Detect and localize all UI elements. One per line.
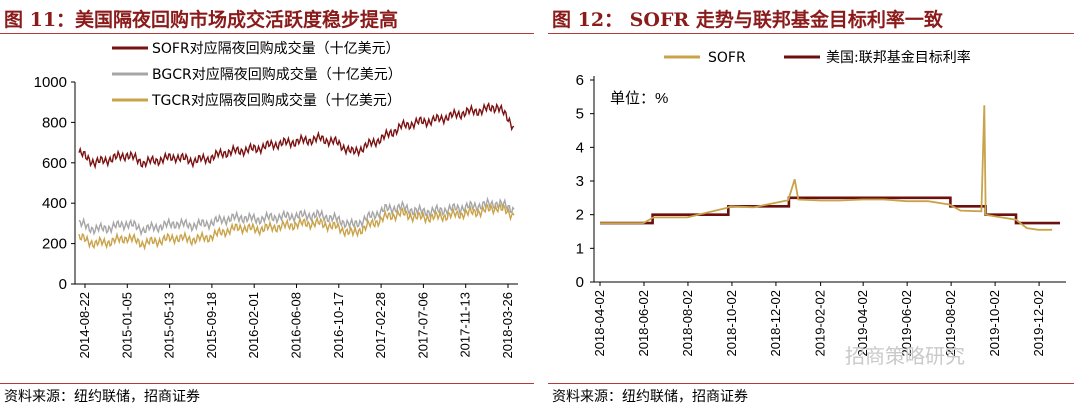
chart-panel-11: 图 11：美国隔夜回购市场成交活跃度稳步提高 0 200 400 600 800 1000… — [0, 9, 534, 405]
y-tick-label: 6 — [576, 72, 584, 89]
chart-axes: 0 200 400 600 800 1000 2014-08-22 2015-01-05 201… — [34, 74, 518, 359]
y-tick-label: 4 — [576, 139, 584, 156]
x-tick-label: 2019-04-02 — [855, 290, 870, 357]
x-tick-label: 2016-02-01 — [246, 292, 261, 359]
x-tick-label: 2017-11-13 — [458, 292, 473, 358]
title-divider — [0, 33, 534, 34]
title-divider — [548, 33, 1074, 34]
legend-label-bgcr: BGCR对应隔夜回购成交量（十亿美元） — [152, 66, 402, 83]
x-tick-label: 2018-03-26 — [500, 292, 515, 359]
y-tick-label: 600 — [42, 155, 67, 172]
series-line-tgcr — [78, 203, 515, 251]
x-tick-label: 2018-04-02 — [592, 290, 607, 357]
chart-axes: 0 1 2 3 4 5 6 2018-04-02 2018-06-02 2018-08-02 201… — [576, 72, 1066, 357]
sofr-vs-fed-chart: 0 1 2 3 4 5 6 2018-04-02 2018-06-02 2018-08-02 201… — [576, 49, 1066, 357]
series-line-sofr — [78, 101, 515, 170]
source-note: 资料来源：纽约联储，招商证券 — [4, 389, 200, 405]
x-tick-label: 2019-10-02 — [987, 290, 1002, 357]
y-tick-label: 800 — [42, 114, 67, 131]
series-line-sofr — [600, 105, 1053, 231]
x-tick-label: 2017-02-28 — [373, 292, 388, 359]
x-tick-label: 2016-10-17 — [331, 292, 346, 359]
chart-title: 图 11：美国隔夜回购市场成交活跃度稳步提高 — [4, 9, 399, 31]
x-tick-label: 2018-08-02 — [680, 290, 695, 357]
legend-label-fed: 美国:联邦基金目标利率 — [826, 49, 971, 66]
x-tick-label: 2019-06-02 — [899, 290, 914, 357]
chart-title: 图 12： SOFR 走势与联邦基金目标利率一致 — [552, 9, 943, 31]
chart-series — [78, 101, 515, 251]
x-tick-label: 2018-10-02 — [724, 290, 739, 357]
chart-series — [600, 105, 1060, 231]
x-tick-label: 2019-08-02 — [943, 290, 958, 357]
series-line-bgcr — [78, 196, 515, 237]
x-tick-label: 2016-06-08 — [289, 292, 304, 359]
y-tick-label: 0 — [576, 274, 584, 291]
source-divider — [0, 383, 534, 384]
x-tick-label: 2019-02-02 — [813, 290, 828, 357]
repo-volume-chart: 0 200 400 600 800 1000 2014-08-22 2015-01-05 201… — [34, 40, 518, 359]
y-tick-label: 0 — [59, 276, 67, 293]
x-tick-label: 2015-09-18 — [204, 292, 219, 359]
series-line-fed-target — [600, 196, 1060, 225]
legend-label-tgcr: TGCR对应隔夜回购成交量（十亿美元） — [151, 92, 401, 109]
source-divider — [548, 383, 1074, 384]
chart-legend: SOFR对应隔夜回购成交量（十亿美元） BGCR对应隔夜回购成交量（十亿美元） … — [112, 40, 402, 109]
watermark-text: 招商策略研究 — [845, 344, 965, 368]
legend-label-sofr: SOFR — [708, 50, 746, 66]
source-note: 资料来源：纽约联储，招商证券 — [552, 389, 748, 405]
x-tick-label: 2018-06-02 — [636, 290, 651, 357]
y-tick-label: 1000 — [34, 74, 67, 91]
x-tick-label: 2014-08-22 — [77, 292, 92, 359]
y-tick-label: 1 — [576, 240, 584, 257]
y-tick-label: 200 — [42, 236, 67, 253]
chart-panel-12: 图 12： SOFR 走势与联邦基金目标利率一致 0 1 2 3 4 5 6 2018-04-… — [548, 0, 1080, 409]
x-tick-label: 2015-05-13 — [162, 292, 177, 359]
legend-label-sofr: SOFR对应隔夜回购成交量（十亿美元） — [152, 40, 400, 57]
y-tick-label: 2 — [576, 207, 584, 224]
x-tick-label: 2019-12-02 — [1031, 290, 1046, 357]
x-tick-label: 2015-01-05 — [119, 292, 134, 359]
x-tick-label: 2018-12-02 — [768, 290, 783, 357]
y-tick-label: 5 — [576, 106, 584, 123]
y-tick-label: 400 — [42, 195, 67, 212]
y-tick-label: 3 — [576, 173, 584, 190]
chart-legend: SOFR 美国:联邦基金目标利率 — [664, 49, 971, 66]
unit-annotation: 单位：% — [610, 90, 668, 107]
x-tick-label: 2017-07-06 — [415, 292, 430, 359]
